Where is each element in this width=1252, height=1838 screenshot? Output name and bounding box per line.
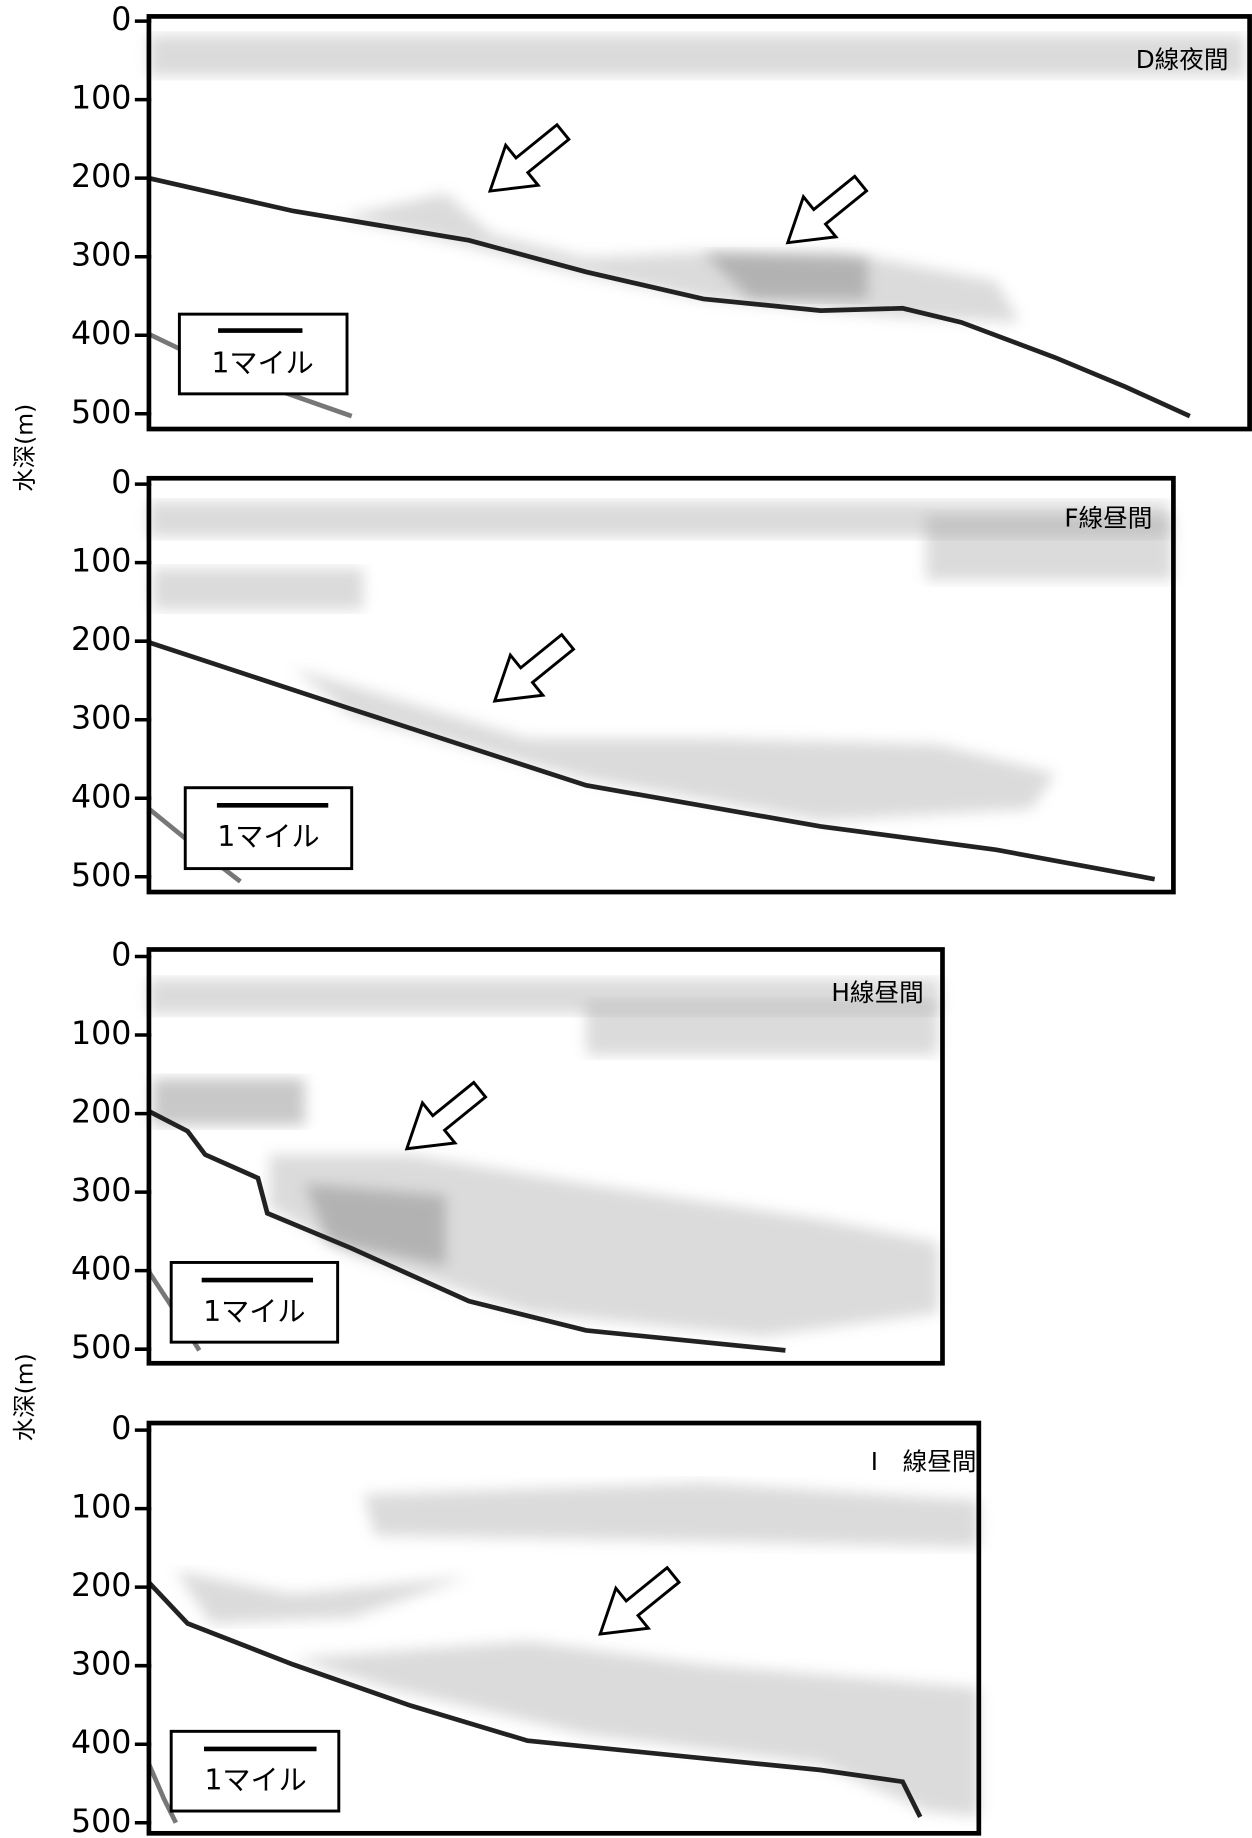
y-tick-label: 400 xyxy=(71,316,131,352)
panel: I 線昼間 1マイル xyxy=(149,1423,979,1833)
y-tick-label: 200 xyxy=(71,1095,131,1131)
y-tick-label: 500 xyxy=(71,1804,131,1838)
panel-label: F線昼間 xyxy=(1064,503,1152,532)
panel: D線夜間 1マイル xyxy=(149,16,1250,429)
y-tick-label: 0 xyxy=(111,465,131,501)
echo-layer xyxy=(340,193,1020,322)
scale-label: 1マイル xyxy=(211,347,313,380)
y-tick-label: 500 xyxy=(71,858,131,894)
arrow xyxy=(772,164,877,263)
echo-layer xyxy=(293,668,1055,820)
echo-layer xyxy=(586,1002,938,1055)
panel: F線昼間 1マイル xyxy=(149,478,1173,892)
y-tick-label: 300 xyxy=(71,701,131,737)
echo-layer xyxy=(152,569,363,610)
y-tick-label: 100 xyxy=(71,1490,131,1526)
y-tick-label: 200 xyxy=(71,622,131,658)
y-tick-label: 300 xyxy=(71,1647,131,1683)
y-axis-label: 水深(m) xyxy=(10,404,38,492)
y-tick-label: 100 xyxy=(71,81,131,117)
y-tick-label: 200 xyxy=(71,1568,131,1604)
y-tick-label: 0 xyxy=(111,2,131,38)
panel-label: D線夜間 xyxy=(1136,45,1229,74)
echo-layer xyxy=(152,1078,304,1125)
arrow xyxy=(474,112,579,211)
echo-layer xyxy=(149,35,1245,76)
y-tick-label: 300 xyxy=(71,1173,131,1209)
scale-label: 1マイル xyxy=(204,1764,306,1797)
echo-layer xyxy=(363,1483,978,1547)
panel-label: H線昼間 xyxy=(831,978,923,1007)
echo-layer xyxy=(176,1571,469,1624)
y-tick-label: 400 xyxy=(71,1725,131,1761)
panel: H線昼間 1マイル xyxy=(149,949,943,1363)
y-tick-label: 400 xyxy=(71,779,131,815)
y-tick-label: 100 xyxy=(71,544,131,580)
arrow xyxy=(391,1070,496,1169)
echo-layer xyxy=(293,1641,979,1817)
arrow xyxy=(584,1555,689,1654)
y-tick-label: 0 xyxy=(111,1411,131,1447)
panel-label: I 線昼間 xyxy=(871,1447,977,1476)
y-tick-label: 500 xyxy=(71,1330,131,1366)
arrow xyxy=(478,622,583,721)
y-axis-label: 水深(m) xyxy=(10,1353,38,1441)
y-tick-label: 200 xyxy=(71,159,131,195)
y-tick-label: 400 xyxy=(71,1252,131,1288)
y-tick-label: 300 xyxy=(71,238,131,274)
y-tick-label: 100 xyxy=(71,1016,131,1052)
y-tick-label: 0 xyxy=(111,938,131,974)
scale-label: 1マイル xyxy=(203,1295,305,1328)
scale-label: 1マイル xyxy=(217,820,319,853)
y-tick-label: 500 xyxy=(71,395,131,431)
figure: D線夜間 1マイル F線昼間 1マイル H線昼間 1マイル xyxy=(0,0,1252,1838)
